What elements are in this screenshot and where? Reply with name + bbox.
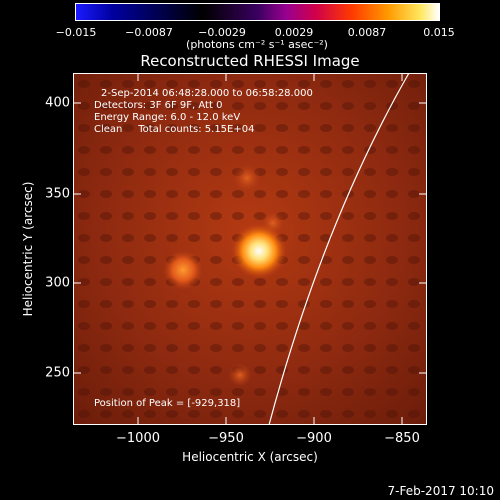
x-tick-label: −950	[208, 431, 244, 446]
secondary-source-west	[163, 250, 203, 290]
annotation-peak-position: Position of Peak = [-929,318]	[94, 398, 241, 409]
y-axis-label: Heliocentric Y (arcsec)	[21, 181, 35, 317]
image-title: Reconstructed RHESSI Image	[140, 52, 360, 70]
annotation-detectors: Detectors: 3F 6F 9F, Att 0	[94, 100, 223, 111]
y-tick-label: 400	[45, 95, 70, 111]
annotation-energy-range: Energy Range: 6.0 - 12.0 keV	[94, 112, 241, 123]
y-tick-label: 350	[45, 186, 70, 202]
x-axis-label: Heliocentric X (arcsec)	[182, 450, 318, 464]
colorbar-tick: 0.0087	[347, 26, 387, 39]
peak-source	[231, 223, 287, 279]
colorbar-tick: 0.0029	[274, 26, 314, 39]
faint-source-south	[228, 363, 252, 387]
x-tick-label: −1000	[116, 431, 160, 446]
y-tick-label: 300	[45, 275, 70, 291]
x-tick-label: −850	[384, 431, 420, 446]
timestamp-footer: 7-Feb-2017 10:10	[387, 484, 494, 498]
plot-frame	[73, 73, 427, 425]
faint-source-north	[233, 164, 261, 192]
colorbar-tick: −0.015	[55, 26, 97, 39]
solar-image-plot	[73, 73, 427, 425]
solar-limb	[268, 73, 410, 425]
colorbar-unit-label: (photons cm⁻² s⁻¹ asec⁻²)	[186, 38, 328, 51]
colorbar-tick: −0.0029	[198, 26, 246, 39]
y-tick-label: 250	[45, 365, 70, 381]
colorbar-tick: −0.0087	[125, 26, 173, 39]
annotation-time-range: 2-Sep-2014 06:48:28.000 to 06:58:28.000	[101, 88, 313, 99]
annotation-method-counts: Clean Total counts: 5.15E+04	[94, 124, 255, 135]
x-tick-label: −900	[296, 431, 332, 446]
colorbar-tick: 0.015	[423, 26, 455, 39]
colorbar	[75, 3, 440, 21]
